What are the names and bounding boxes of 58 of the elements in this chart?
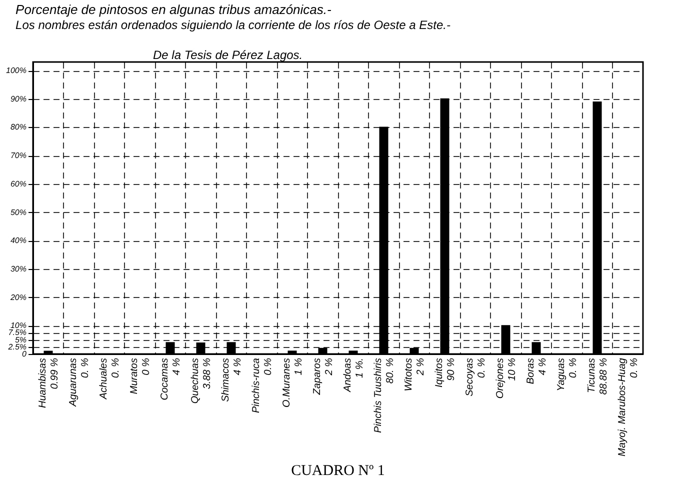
x-tick-label: Boras — [525, 358, 536, 384]
data-label: 0. % — [476, 358, 488, 378]
data-label: 0. % — [628, 358, 640, 378]
data-label: 0. % — [80, 358, 91, 378]
data-label: 0. % — [568, 358, 579, 378]
x-tick-label: Yaguas — [556, 358, 567, 392]
y-tick-label: 7.5% — [8, 328, 26, 338]
x-tick-label: Secoyas — [464, 358, 476, 396]
x-tick-label: Zaparos — [312, 358, 323, 396]
data-label: 80. % — [384, 358, 396, 384]
y-tick-label: 0 — [22, 350, 28, 358]
x-tick-label: Muratos — [128, 358, 140, 394]
data-label: 88.88 % — [598, 358, 610, 395]
y-tick-label: 100% — [6, 66, 26, 76]
y-tick-label: 10% — [10, 321, 26, 330]
x-tick-label: Achuales — [98, 358, 110, 400]
x-tick-label: Mayoj. Marubos-Huag — [616, 358, 628, 456]
data-label: 0.% — [262, 358, 274, 376]
chart-subtitle: Los nombres están ordenados siguiendo la corriente de los ríos de Oeste a Este.- — [16, 18, 450, 32]
x-tick-label: Huambisas — [37, 358, 48, 408]
data-label: 4 % — [537, 358, 548, 376]
x-tick-label: Ticunas — [586, 358, 598, 393]
y-tick-label: 60% — [10, 179, 26, 188]
chart-title: Porcentaje de pintosos en algunas tribus amazónicas.- — [16, 2, 332, 17]
data-label: 2 % — [415, 358, 426, 376]
x-tick-label: Witotos — [403, 358, 414, 392]
y-tick-label: 2.5% — [7, 342, 26, 352]
y-tick-label: 40% — [10, 236, 26, 246]
x-tick-label: Quechuas — [190, 358, 201, 404]
data-label: 0 % — [140, 358, 152, 376]
x-tick-label: Pinchis Tuushiris — [372, 358, 384, 433]
data-label: 1 % — [293, 358, 304, 376]
y-tick-label: 70% — [10, 151, 26, 160]
data-label: 4 % — [232, 358, 244, 376]
y-tick-label: 90% — [10, 94, 26, 104]
x-tick-label: Andoas — [342, 358, 354, 393]
y-tick-label: 50% — [10, 208, 26, 217]
data-label: 4 % — [171, 358, 182, 376]
text: De la Tesis de Pérez Lagos. — [153, 48, 303, 62]
x-tick-label: Iquitos — [434, 358, 445, 388]
y-tick-label: 30% — [10, 264, 26, 274]
x-tick-label: Shimacos — [220, 358, 232, 402]
y-tick-label: 5% — [14, 335, 26, 344]
x-tick-label: O.Muranes — [281, 358, 292, 408]
data-label: 0. % — [110, 358, 122, 378]
x-tick-label: Cocamas — [159, 358, 170, 400]
data-label: 3.88 % — [202, 358, 213, 390]
text: CUADRO Nº 1 — [291, 463, 385, 479]
data-label: 0.99 % — [49, 358, 60, 390]
data-label: 90 % — [446, 358, 457, 381]
y-tick-label: 20% — [9, 292, 26, 302]
x-tick-label: Aguarunas — [68, 358, 79, 408]
data-label: 1 %. — [354, 358, 366, 378]
x-tick-label: Pinchis-ruca — [250, 358, 262, 414]
data-label: 10 % — [506, 358, 518, 381]
x-tick-label: Orejones — [494, 358, 506, 399]
y-tick-label: 80% — [10, 122, 26, 132]
data-label: 2 % — [324, 358, 335, 376]
